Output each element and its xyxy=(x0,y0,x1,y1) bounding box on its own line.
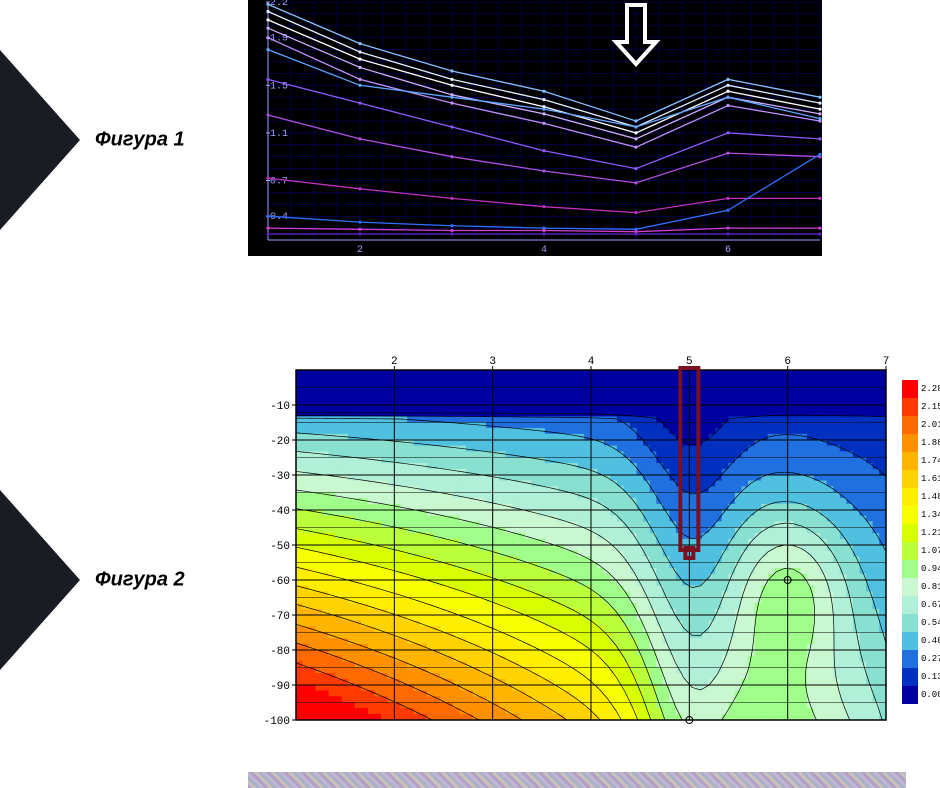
legend-row: 0.94 xyxy=(902,560,940,578)
legend-row: 0.13 xyxy=(902,668,940,686)
legend-value: 1.74 xyxy=(921,456,940,466)
legend-value: 0.54 xyxy=(921,618,940,628)
svg-text:2: 2 xyxy=(357,245,363,256)
legend-swatch xyxy=(902,596,918,614)
legend-value: 0.40 xyxy=(921,636,940,646)
legend-row: 0.67 xyxy=(902,596,940,614)
legend-value: 2.28 xyxy=(921,384,940,394)
legend-swatch xyxy=(902,614,918,632)
legend-swatch xyxy=(902,542,918,560)
legend-row: 2.15 xyxy=(902,398,940,416)
legend-value: 0.00 xyxy=(921,690,940,700)
pentagon-shape xyxy=(0,490,80,670)
legend-swatch xyxy=(902,380,918,398)
figure2-legend: 2.28 2.15 2.01 1.88 1.74 1.61 1.48 1.34 1.21 1.07… xyxy=(902,380,940,704)
legend-value: 0.13 xyxy=(921,672,940,682)
legend-row: 0.00 xyxy=(902,686,940,704)
legend-swatch xyxy=(902,434,918,452)
legend-value: 1.48 xyxy=(921,492,940,502)
legend-value: 1.61 xyxy=(921,474,940,484)
svg-text:4: 4 xyxy=(541,245,547,256)
legend-value: 1.34 xyxy=(921,510,940,520)
figure1-svg: 2.21.91.51.10.70.4246 xyxy=(248,0,822,256)
legend-row: 1.34 xyxy=(902,506,940,524)
legend-row: 0.54 xyxy=(902,614,940,632)
legend-value: 1.21 xyxy=(921,528,940,538)
legend-row: 1.74 xyxy=(902,452,940,470)
legend-value: 0.27 xyxy=(921,654,940,664)
legend-row: 0.81 xyxy=(902,578,940,596)
legend-row: 0.27 xyxy=(902,650,940,668)
legend-swatch xyxy=(902,524,918,542)
legend-row: 0.40 xyxy=(902,632,940,650)
svg-text:2.2: 2.2 xyxy=(270,0,288,9)
legend-value: 1.07 xyxy=(921,546,940,556)
legend-value: 0.94 xyxy=(921,564,940,574)
svg-text:1.1: 1.1 xyxy=(270,129,288,140)
legend-swatch xyxy=(902,416,918,434)
legend-row: 1.61 xyxy=(902,470,940,488)
legend-row: 1.48 xyxy=(902,488,940,506)
figure1-caption: Фигура 1 xyxy=(95,129,185,152)
legend-swatch xyxy=(902,686,918,704)
legend-row: 2.01 xyxy=(902,416,940,434)
svg-text:1.5: 1.5 xyxy=(270,81,288,92)
figure2-svg: 234567-10-20-30-40-50-60-70-80-90-100 xyxy=(248,350,940,740)
legend-value: 2.01 xyxy=(921,420,940,430)
legend-value: 1.88 xyxy=(921,438,940,448)
svg-text:6: 6 xyxy=(725,245,731,256)
figure2-chart: 234567-10-20-30-40-50-60-70-80-90-100 xyxy=(248,350,940,740)
noise-strip xyxy=(248,772,906,788)
legend-value: 0.81 xyxy=(921,582,940,592)
legend-value: 2.15 xyxy=(921,402,940,412)
legend-swatch xyxy=(902,668,918,686)
pentagon-shape xyxy=(0,50,80,230)
legend-swatch xyxy=(902,470,918,488)
legend-swatch xyxy=(902,506,918,524)
legend-row: 2.28 xyxy=(902,380,940,398)
legend-swatch xyxy=(902,452,918,470)
figure2-label-block: Фигура 2 xyxy=(0,490,220,670)
legend-row: 1.88 xyxy=(902,434,940,452)
legend-row: 1.21 xyxy=(902,524,940,542)
figure1-label-block: Фигура 1 xyxy=(0,50,220,230)
legend-row: 1.07 xyxy=(902,542,940,560)
legend-swatch xyxy=(902,650,918,668)
figure1-chart: 2.21.91.51.10.70.4246 xyxy=(248,0,822,256)
legend-swatch xyxy=(902,488,918,506)
legend-value: 0.67 xyxy=(921,600,940,610)
legend-swatch xyxy=(902,398,918,416)
legend-swatch xyxy=(902,632,918,650)
legend-swatch xyxy=(902,578,918,596)
figure2-caption: Фигура 2 xyxy=(95,569,185,592)
legend-swatch xyxy=(902,560,918,578)
